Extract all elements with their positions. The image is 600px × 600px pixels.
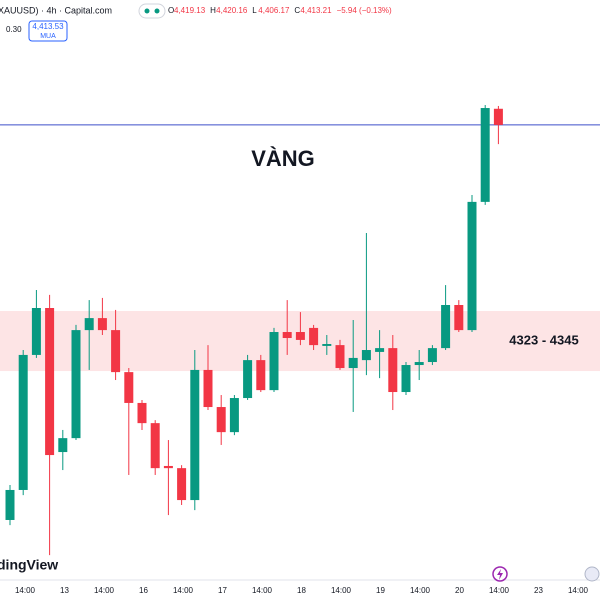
ohlc-label: L [252, 6, 257, 15]
candle-body [137, 402, 147, 424]
spread: 0.30 [6, 25, 22, 34]
candle-body [269, 332, 279, 391]
candle-body [309, 327, 319, 346]
x-tick-label: 14:00 [331, 586, 352, 595]
candle-body [375, 348, 385, 352]
candle-body [322, 344, 332, 346]
candle-body [348, 357, 358, 369]
ohlc-value: 4,413.21 [300, 6, 332, 15]
candle-body [97, 318, 107, 331]
x-tick-label: 14:00 [173, 586, 194, 595]
candle-body [58, 438, 68, 453]
change: −5.94 (−0.13%) [337, 6, 392, 15]
candle-body [18, 354, 28, 490]
watermark: dingView [0, 557, 58, 573]
candle-body [31, 308, 41, 355]
candle-body [177, 468, 187, 501]
ohlc-label: O [168, 6, 174, 15]
candle-body [203, 369, 213, 408]
candle-body [216, 407, 226, 433]
candle-body [243, 360, 253, 399]
x-tick-label: 13 [60, 586, 69, 595]
candle-body [163, 465, 173, 469]
buy-price: 4,413.53 [32, 22, 64, 31]
buy-label: MUA [40, 33, 56, 40]
candle-body [454, 305, 464, 331]
flag-icon[interactable] [584, 566, 600, 582]
candle-body [282, 332, 292, 339]
x-tick-label: 20 [455, 586, 464, 595]
symbol: XAUUSD) · 4h · Capital.com [0, 5, 112, 15]
x-tick-label: 14:00 [15, 586, 36, 595]
x-tick-label: 14:00 [94, 586, 115, 595]
candle-body [45, 308, 55, 456]
status-pill[interactable] [138, 3, 166, 19]
candle-body [111, 330, 121, 373]
ohlc-value: 4,406.17 [258, 6, 290, 15]
status-dot [154, 8, 160, 14]
candle-body [401, 365, 411, 393]
candle-body [467, 201, 477, 331]
candle-body [71, 330, 81, 439]
zone-label: 4323 - 4345 [509, 332, 578, 347]
candle-body [295, 332, 305, 340]
candle-body [335, 345, 345, 369]
candle-body [427, 348, 437, 363]
candle-body [361, 350, 371, 361]
x-tick-label: 19 [376, 586, 385, 595]
ohlc-label: C [294, 6, 300, 15]
ohlc-label: H [210, 6, 216, 15]
candle-body [5, 489, 15, 520]
x-tick-label: 18 [297, 586, 306, 595]
candle-body [190, 369, 200, 501]
x-tick-label: 14:00 [252, 586, 273, 595]
x-tick-label: 16 [139, 586, 148, 595]
buy-button[interactable] [28, 20, 68, 42]
candle-body [124, 372, 134, 403]
candle-body [229, 398, 239, 433]
candle-body [84, 318, 94, 331]
x-tick-label: 17 [218, 586, 227, 595]
candle-body [414, 362, 424, 366]
x-tick-label: 23 [534, 586, 543, 595]
x-tick-label: 14:00 [489, 586, 510, 595]
candle-body [480, 108, 490, 202]
ohlc-value: 4,420.16 [216, 6, 248, 15]
candle-body [441, 305, 451, 349]
candle-body [256, 360, 266, 391]
status-dot [144, 8, 150, 14]
candle-body [150, 423, 160, 469]
chart-title: VÀNG [251, 146, 315, 171]
event-icon-bolt [497, 569, 503, 580]
candle-body [388, 348, 398, 393]
ohlc-value: 4,419.13 [174, 6, 206, 15]
x-tick-label: 14:00 [568, 586, 589, 595]
x-tick-label: 14:00 [410, 586, 431, 595]
candle-body [493, 108, 503, 125]
